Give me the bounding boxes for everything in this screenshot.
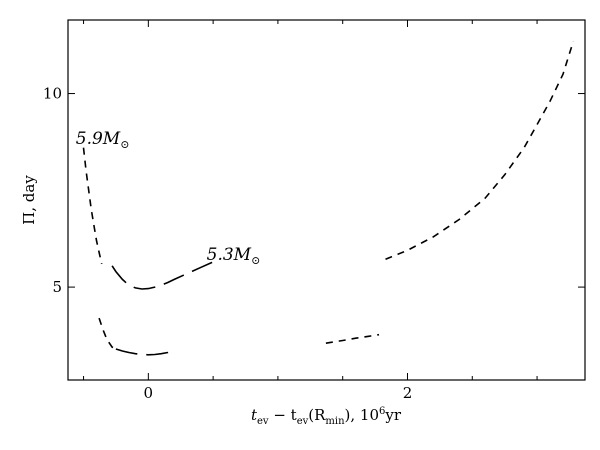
plot-frame [67, 19, 586, 381]
axis-ticks [68, 20, 585, 380]
tick-labels: 0 2 5 10 [43, 85, 412, 402]
curve-annotations: 5.9M⊙ 5.3M⊙ [76, 129, 261, 267]
x-tick-label: 2 [403, 384, 413, 402]
x-axis-label: tev − tev(Rmin), 106yr [251, 406, 402, 427]
data-curves [82, 41, 575, 356]
series-line-1 [82, 147, 103, 265]
series-line-4 [115, 348, 175, 356]
series-line-3 [98, 317, 117, 350]
y-tick-label: 10 [43, 85, 62, 103]
y-axis-label: Π, day [20, 175, 38, 225]
mass-label-1: 5.9M⊙ [76, 129, 130, 151]
axes-box [67, 19, 586, 381]
mass-label-2: 5.3M⊙ [207, 245, 261, 267]
series-line-2 [111, 261, 214, 290]
x-tick-label: 0 [144, 384, 154, 402]
y-tick-label: 5 [52, 278, 62, 296]
series-line-5 [325, 333, 380, 344]
series-line-6 [385, 41, 575, 260]
